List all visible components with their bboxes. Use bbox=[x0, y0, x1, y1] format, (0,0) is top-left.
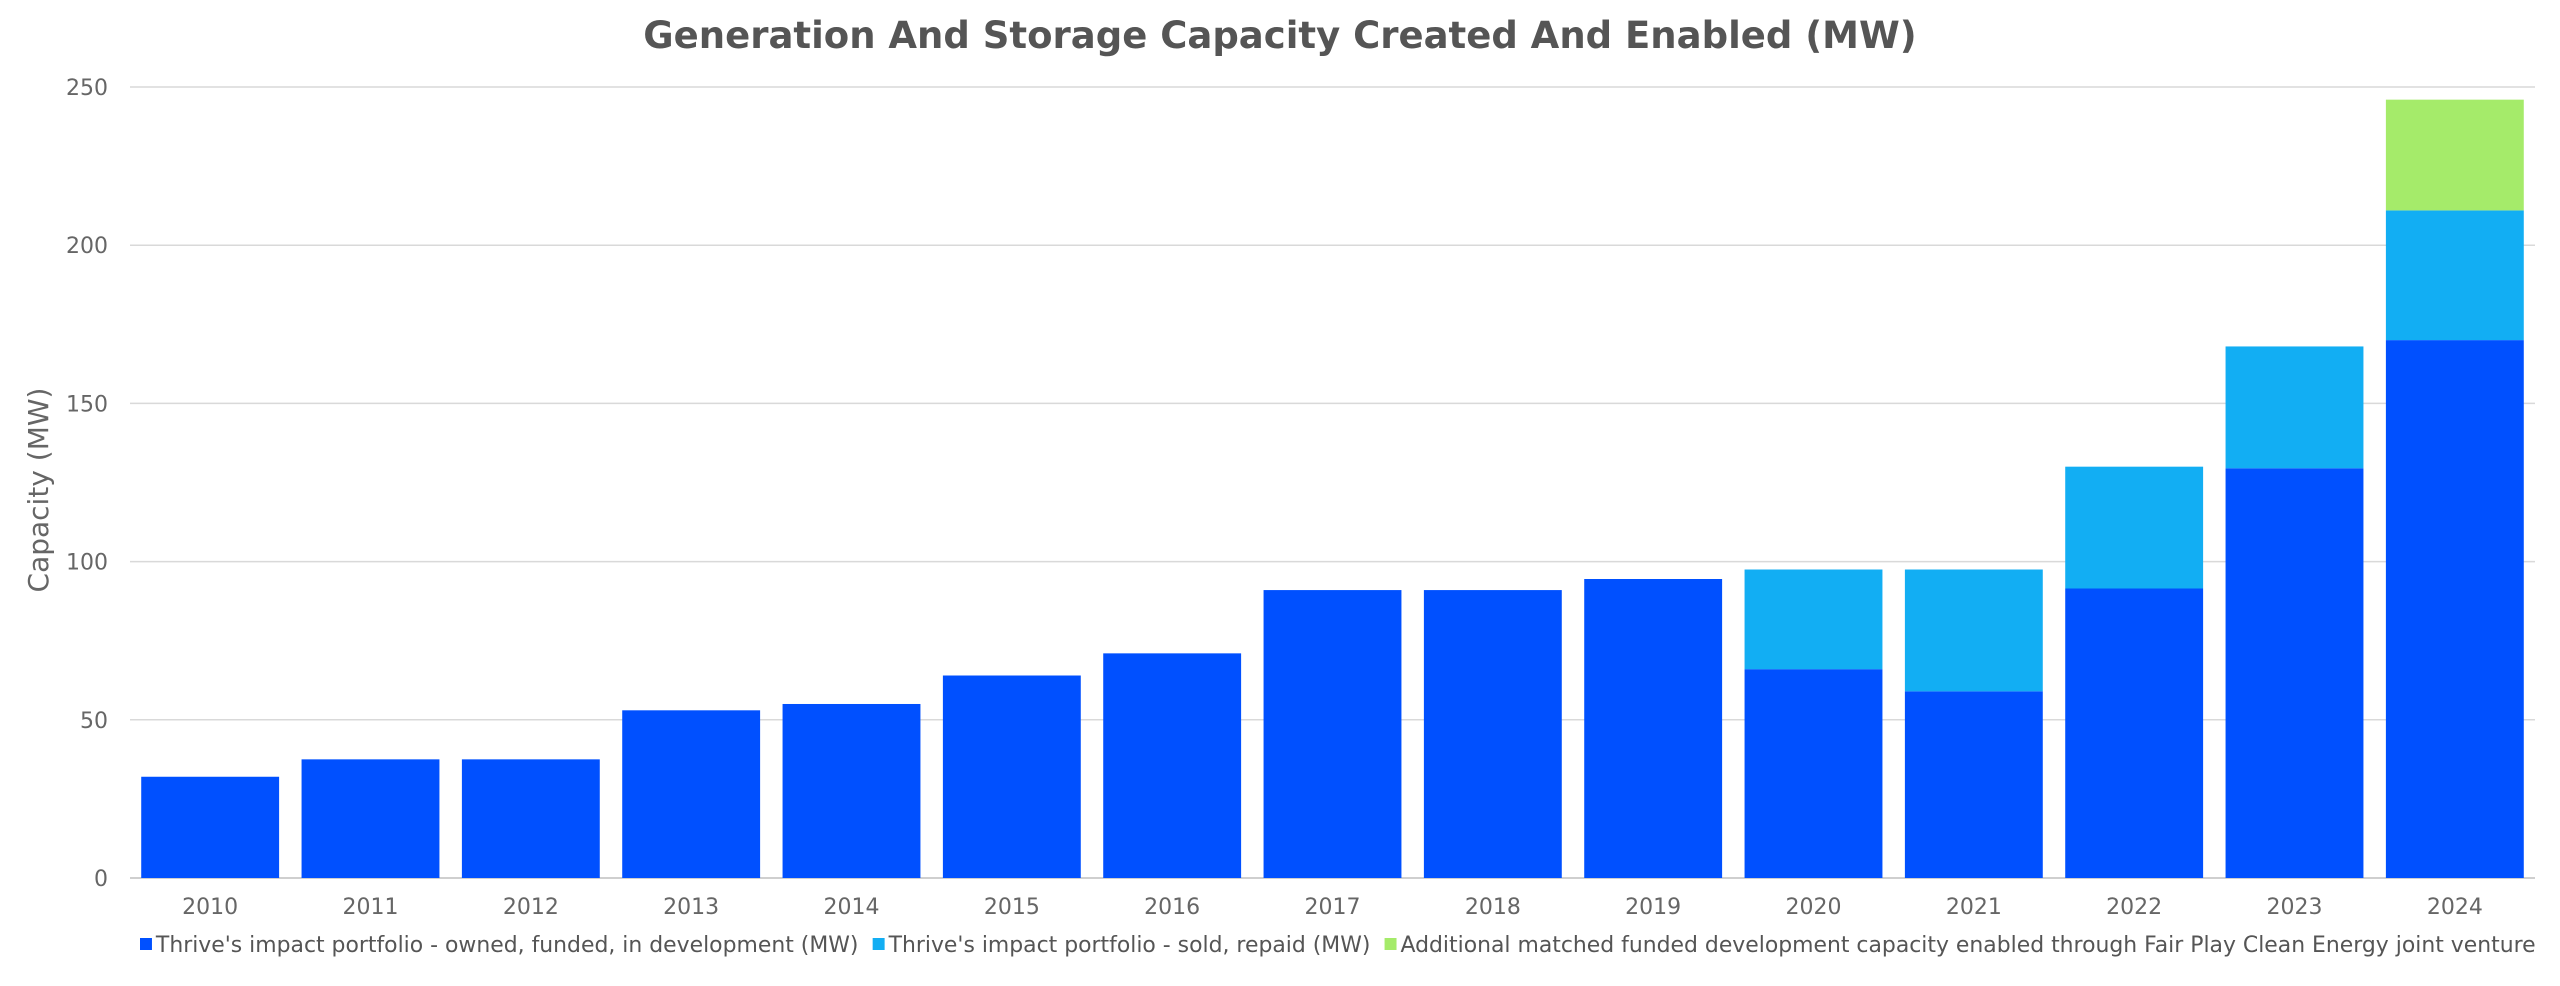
bar-2016-series-1 bbox=[1103, 653, 1242, 878]
x-tick-label: 2013 bbox=[663, 895, 719, 920]
legend-label-2: Thrive's impact portfolio - sold, repaid… bbox=[888, 933, 1371, 958]
bar-2021-series-1 bbox=[1904, 691, 2043, 878]
x-tick-label: 2016 bbox=[1144, 895, 1200, 920]
x-tick-label: 2014 bbox=[824, 895, 880, 920]
x-tick-label: 2012 bbox=[503, 895, 559, 920]
bar-2018-series-1 bbox=[1423, 590, 1562, 878]
y-tick-label: 100 bbox=[66, 551, 108, 576]
bar-2022-series-2 bbox=[2065, 466, 2204, 589]
y-axis-title: Capacity (MW) bbox=[22, 388, 55, 593]
legend: Thrive's impact portfolio - owned, funde… bbox=[140, 933, 2536, 958]
y-tick-label: 250 bbox=[66, 76, 108, 101]
y-tick-label: 150 bbox=[66, 392, 108, 417]
x-tick-label: 2017 bbox=[1305, 895, 1361, 920]
bar-2022-series-1 bbox=[2065, 588, 2204, 878]
bar-2024-series-3 bbox=[2385, 99, 2524, 211]
legend-label-1: Thrive's impact portfolio - owned, funde… bbox=[155, 933, 859, 958]
x-tick-label: 2015 bbox=[984, 895, 1040, 920]
y-axis-ticks: 0 50 100 150 200 250 bbox=[66, 76, 108, 892]
x-tick-label: 2011 bbox=[343, 895, 399, 920]
chart-title: Generation And Storage Capacity Created … bbox=[643, 14, 1916, 57]
x-tick-label: 2022 bbox=[2106, 895, 2162, 920]
bar-2023-series-1 bbox=[2225, 468, 2364, 878]
bar-2014-series-1 bbox=[782, 703, 921, 878]
bar-2023-series-2 bbox=[2225, 346, 2364, 469]
bar-2024-series-1 bbox=[2385, 340, 2524, 878]
x-tick-label: 2019 bbox=[1625, 895, 1681, 920]
bar-2024-series-2 bbox=[2385, 210, 2524, 341]
x-tick-label: 2010 bbox=[182, 895, 238, 920]
bar-2012-series-1 bbox=[461, 759, 600, 878]
bar-2019-series-1 bbox=[1584, 579, 1723, 878]
x-axis-ticks: 2010 2011 2012 2013 2014 2015 2016 2017 2018 2019… bbox=[182, 895, 2483, 920]
x-tick-label: 2024 bbox=[2427, 895, 2483, 920]
y-tick-label: 0 bbox=[94, 867, 108, 892]
bar-2010-series-1 bbox=[141, 776, 280, 878]
x-tick-label: 2018 bbox=[1465, 895, 1521, 920]
bar-2011-series-1 bbox=[301, 759, 440, 878]
x-tick-label: 2021 bbox=[1946, 895, 2002, 920]
bar-2020-series-2 bbox=[1744, 569, 1883, 670]
bar-2015-series-1 bbox=[942, 675, 1081, 878]
bar-2020-series-1 bbox=[1744, 669, 1883, 878]
bars bbox=[141, 99, 2524, 878]
legend-swatch-3 bbox=[1384, 938, 1397, 950]
bar-2017-series-1 bbox=[1263, 590, 1402, 878]
bar-2013-series-1 bbox=[622, 710, 761, 878]
legend-swatch-1 bbox=[140, 938, 152, 950]
y-tick-label: 50 bbox=[80, 709, 108, 734]
x-tick-label: 2023 bbox=[2267, 895, 2323, 920]
x-tick-label: 2020 bbox=[1786, 895, 1842, 920]
legend-swatch-2 bbox=[872, 938, 885, 950]
y-tick-label: 200 bbox=[66, 234, 108, 259]
legend-label-3: Additional matched funded development ca… bbox=[1401, 933, 2536, 958]
bar-2021-series-2 bbox=[1904, 569, 2043, 692]
